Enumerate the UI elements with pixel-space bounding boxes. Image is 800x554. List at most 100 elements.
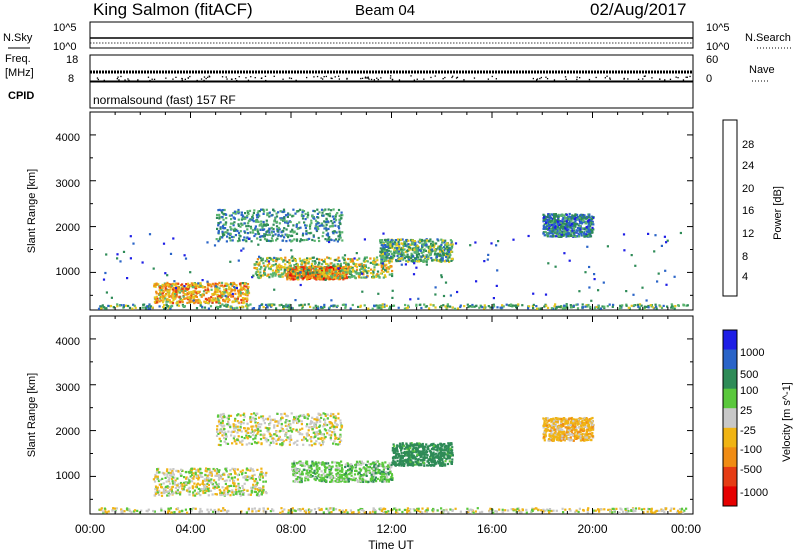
echo-cell <box>549 235 552 238</box>
echo-cell <box>188 285 191 288</box>
echo-cell <box>311 215 314 218</box>
echo-cell <box>353 275 356 278</box>
echo-cell <box>554 225 557 228</box>
echo-cell <box>400 250 403 253</box>
echo-cell <box>446 462 450 466</box>
echo-cell <box>435 257 438 260</box>
echo-cell <box>552 215 555 218</box>
echo-cell <box>339 214 343 217</box>
echo-cell <box>237 291 240 294</box>
echo-cell <box>593 509 596 512</box>
echo-cell <box>216 283 219 286</box>
echo-cell <box>264 259 267 263</box>
echo-cell <box>301 473 304 476</box>
echo-cell <box>388 462 391 465</box>
echo-cell <box>587 216 590 219</box>
echo-cell <box>385 466 388 469</box>
echo-cell <box>317 507 320 510</box>
echo-cell <box>475 280 478 283</box>
echo-cell <box>442 304 445 307</box>
echo-cell <box>381 262 384 265</box>
echo-cell <box>291 239 294 242</box>
echo-cell <box>612 303 615 306</box>
echo-cell <box>274 263 277 266</box>
echo-cell <box>238 237 241 240</box>
echo-cell <box>569 509 572 512</box>
echo-cell <box>265 222 268 225</box>
echo-cell <box>189 296 193 299</box>
echo-cell <box>603 305 606 308</box>
echo-cell <box>315 265 318 268</box>
nave-dot <box>96 77 99 79</box>
echo-cell <box>303 272 307 275</box>
echo-cell <box>319 478 323 481</box>
echo-cell <box>547 214 550 217</box>
echo-cell <box>306 257 309 260</box>
echo-cell <box>318 211 321 214</box>
echo-cell <box>218 294 221 298</box>
echo-cell <box>236 306 239 309</box>
echo-cell <box>260 274 263 277</box>
echo-cell <box>670 507 673 510</box>
echo-cell <box>303 464 306 468</box>
echo-cell <box>570 227 573 230</box>
echo-cell <box>325 271 328 274</box>
echo-cell <box>363 264 366 267</box>
echo-cell <box>542 220 545 223</box>
echo-cell <box>568 225 571 228</box>
echo-cell <box>369 511 372 514</box>
echo-cell <box>227 509 230 512</box>
nsky-label: N.Sky <box>3 32 33 44</box>
echo-cell <box>195 299 198 302</box>
echo-cell <box>540 509 543 512</box>
echo-cell <box>490 242 493 245</box>
echo-cell <box>222 507 225 510</box>
echo-cell <box>190 510 193 513</box>
echo-cell <box>572 304 575 307</box>
echo-cell <box>414 243 417 246</box>
echo-cell <box>219 236 222 239</box>
echo-cell <box>293 469 296 472</box>
echo-cell <box>570 222 574 225</box>
nave-dot <box>536 79 538 81</box>
nave-dot <box>689 75 691 78</box>
echo-cell <box>285 233 288 236</box>
echo-cell <box>392 252 395 255</box>
echo-cell <box>282 208 286 211</box>
echo-cell <box>350 275 354 278</box>
echo-cell <box>560 225 563 228</box>
echo-cell <box>359 268 362 271</box>
echo-cell <box>381 478 384 481</box>
echo-cell <box>322 260 326 263</box>
echo-cell <box>350 274 353 277</box>
echo-cell <box>413 240 416 243</box>
echo-cell <box>390 478 393 481</box>
echo-cell <box>293 470 296 473</box>
echo-cell <box>345 478 348 481</box>
echo-cell <box>583 214 586 217</box>
echo-cell <box>459 510 462 513</box>
echo-cell <box>441 239 445 242</box>
echo-cell <box>320 258 323 261</box>
echo-cell <box>176 291 179 294</box>
echo-cell <box>336 240 339 243</box>
echo-cell <box>301 470 304 473</box>
echo-cell <box>291 228 294 231</box>
echo-cell <box>496 306 499 309</box>
echo-cell <box>579 228 582 231</box>
nave-dot <box>149 79 151 82</box>
echo-cell <box>447 259 450 262</box>
echo-cell <box>390 466 393 469</box>
echo-cell <box>383 274 386 277</box>
echo-cell <box>618 307 621 310</box>
echo-cell <box>369 257 372 260</box>
echo-cell <box>100 307 103 310</box>
nave-dot <box>644 75 646 77</box>
echo-cell <box>359 475 362 478</box>
echo-cell <box>301 209 304 212</box>
echo-cell <box>569 217 572 220</box>
echo-cell <box>221 236 224 239</box>
echo-cell <box>298 478 301 481</box>
echo-cell <box>669 509 672 512</box>
echo-cell <box>550 307 553 310</box>
